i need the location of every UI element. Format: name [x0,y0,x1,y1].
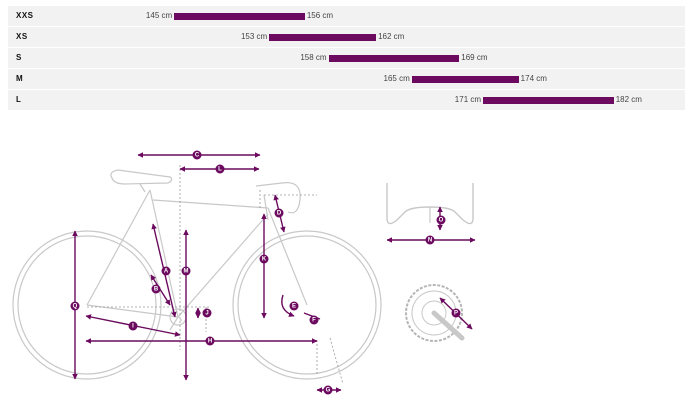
range-min-label: 153 cm [240,32,268,41]
height-range-bar [411,76,519,83]
range-max-label: 182 cm [615,95,642,104]
saddle [110,169,173,193]
svg-text:E: E [292,304,296,310]
size-row-l: L 171 cm 182 cm [8,90,685,111]
marker-n: N [425,235,435,245]
svg-text:G: G [326,388,331,394]
marker-c: C [192,150,202,160]
range-min-label: 165 cm [383,74,410,83]
size-row-s: S 158 cm 169 cm [8,48,685,69]
range-max-label: 169 cm [461,53,488,62]
svg-text:K: K [262,257,267,263]
svg-text:J: J [205,311,208,317]
height-range-bar [174,13,305,20]
size-label: S [16,53,22,62]
svg-text:C: C [195,153,200,159]
size-label: XXS [16,11,34,20]
svg-text:N: N [428,238,432,244]
height-range-bar [483,97,614,104]
svg-text:O: O [439,218,444,224]
svg-text:D: D [277,211,282,217]
dimension-markers: C L D A M K B Q E J F I H G O N P [70,150,461,395]
range-max-label: 156 cm [306,11,334,20]
size-row-xxs: XXS 145 cm 156 cm [8,6,685,27]
height-range-bar [269,34,377,41]
marker-i: I [128,321,138,331]
size-label: XS [16,32,28,41]
range-max-label: 162 cm [378,32,405,41]
marker-a: A [161,266,171,276]
svg-text:L: L [218,167,222,173]
marker-l: L [215,164,225,174]
size-label: L [16,95,22,104]
marker-m: M [181,266,191,276]
marker-k: K [259,254,269,264]
svg-text:B: B [154,287,159,293]
measurement-lines [72,152,342,393]
svg-text:F: F [312,318,316,324]
svg-text:A: A [164,269,169,275]
range-min-label: 171 cm [454,95,482,104]
height-range-bar [328,55,460,62]
dimension-b-line [150,274,171,306]
handlebar-top-view [386,183,476,243]
marker-f: F [309,315,319,325]
svg-text:H: H [208,339,212,345]
crankset-view [405,284,473,342]
marker-e: E [289,301,299,311]
crankset [169,308,187,331]
frame [86,189,308,318]
marker-p: P [451,308,461,318]
marker-b: B [151,284,161,294]
svg-text:I: I [132,324,134,330]
svg-text:M: M [184,269,189,275]
bike-outline [12,169,382,380]
range-min-label: 158 cm [300,53,327,62]
bike-geometry-diagram: C L D A M K B Q E J F I H G O N P [12,150,476,395]
marker-q: Q [70,301,80,311]
handlebar [255,182,301,214]
size-chart-table: XXS 145 cm 156 cm XS 153 cm 162 cm S 158 cm 169 … [8,6,685,111]
size-row-m: M 165 cm 174 cm [8,69,685,90]
marker-h: H [205,336,215,346]
range-min-label: 145 cm [145,11,173,20]
range-max-label: 174 cm [520,74,547,83]
marker-j: J [202,308,212,318]
svg-text:P: P [454,311,458,317]
size-row-xs: XS 153 cm 162 cm [8,27,685,48]
marker-d: D [274,208,284,218]
marker-o: O [436,215,446,225]
dimension-e-arc [281,294,295,317]
marker-g: G [323,385,333,395]
front-wheel [232,230,382,380]
svg-text:Q: Q [73,304,78,310]
size-label: M [16,74,24,83]
